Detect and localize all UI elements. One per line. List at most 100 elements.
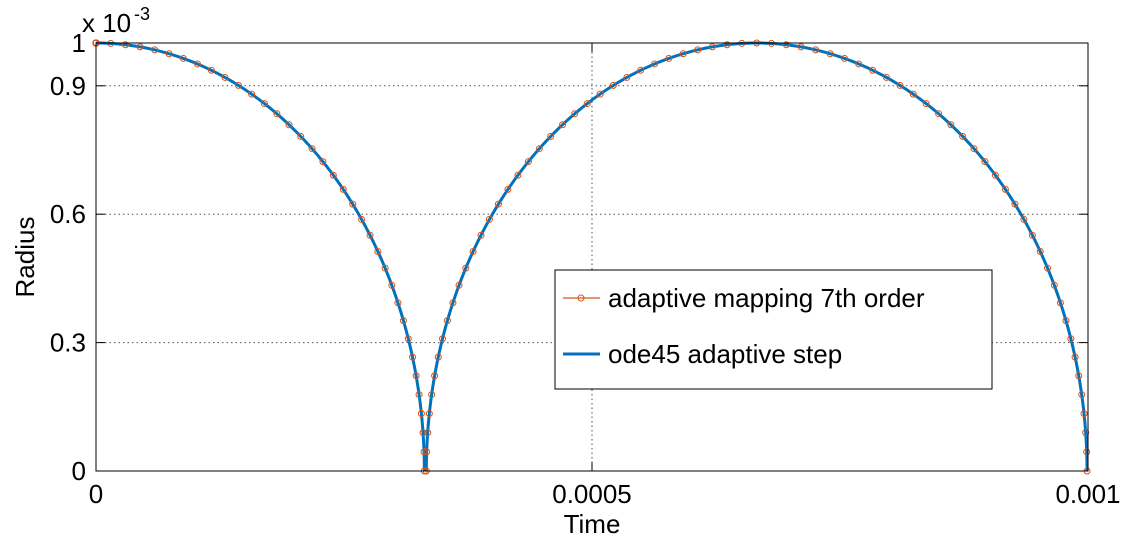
data-point <box>1044 264 1052 272</box>
data-point <box>694 46 702 54</box>
data-point <box>423 448 431 456</box>
data-point <box>883 73 890 81</box>
data-point <box>524 158 532 166</box>
data-point <box>439 335 446 343</box>
data-point <box>922 100 930 108</box>
data-point <box>207 66 215 74</box>
data-point <box>609 81 617 89</box>
data-point <box>1071 353 1079 361</box>
data-point <box>443 317 451 325</box>
data-point <box>412 372 420 380</box>
data-point <box>424 429 432 437</box>
data-point <box>477 231 485 239</box>
data-point <box>404 335 412 343</box>
data-point <box>826 50 834 58</box>
data-point <box>449 299 457 307</box>
data-point <box>623 73 631 81</box>
data-point <box>417 410 425 418</box>
data-point <box>297 132 305 140</box>
data-point <box>349 200 357 208</box>
data-point <box>841 54 849 62</box>
data-point <box>571 110 579 118</box>
x-tick-label: 0 <box>89 479 103 509</box>
data-point <box>151 46 159 54</box>
data-point <box>812 46 820 54</box>
data-point <box>431 372 439 380</box>
data-point <box>455 281 463 289</box>
legend-box <box>554 269 993 390</box>
data-point <box>514 171 522 179</box>
data-point <box>991 171 999 179</box>
data-point <box>1001 185 1009 193</box>
data-point <box>1078 391 1086 399</box>
legend-label-ode45: ode45 adaptive step <box>608 339 842 369</box>
data-point <box>1075 372 1083 380</box>
y-tick-label: 0.6 <box>50 199 86 229</box>
x-tick-label: 0.0005 <box>552 479 632 509</box>
data-point <box>366 231 374 239</box>
data-point <box>273 110 281 118</box>
data-point <box>234 81 242 89</box>
legend: adaptive mapping 7th order ode45 adaptiv… <box>554 269 993 390</box>
data-point <box>1050 281 1058 289</box>
ticks <box>95 42 1089 472</box>
data-point <box>248 90 256 98</box>
data-point <box>415 391 423 399</box>
data-point <box>381 264 389 272</box>
data-point <box>981 158 989 166</box>
data-point <box>1082 429 1090 437</box>
legend-marker-adaptive-mapping <box>577 294 585 302</box>
data-point <box>462 264 470 272</box>
data-point <box>1083 448 1091 456</box>
data-point <box>1062 317 1070 325</box>
data-point <box>583 100 591 108</box>
data-point <box>1011 200 1019 208</box>
data-point <box>559 121 567 129</box>
data-point <box>970 145 978 153</box>
data-point <box>388 281 396 289</box>
data-point <box>1067 335 1075 343</box>
data-point <box>136 43 144 51</box>
data-point <box>1020 215 1028 223</box>
data-point <box>329 171 337 179</box>
y-tick-label: 0.9 <box>50 71 86 101</box>
x-tick-label: 0.001 <box>1055 479 1120 509</box>
data-point <box>434 353 442 361</box>
y-tick-label: 0 <box>72 456 86 486</box>
data-point <box>959 132 967 140</box>
data-point <box>285 121 293 129</box>
data-point <box>485 215 493 223</box>
data-point <box>1036 247 1044 255</box>
data-point <box>319 158 327 166</box>
data-point <box>782 41 790 49</box>
data-point <box>193 60 201 68</box>
data-point <box>504 185 512 193</box>
data-point <box>399 317 407 325</box>
y-tick-label: 0.3 <box>50 328 86 358</box>
x-axis-label: Time <box>564 509 621 539</box>
data-point <box>339 185 347 193</box>
y-scale-base: x 10 <box>82 8 131 38</box>
data-point <box>420 448 428 456</box>
data-point <box>469 247 477 255</box>
data-point <box>665 54 673 62</box>
y-scale-exponent: -3 <box>134 4 150 24</box>
data-point <box>428 391 436 399</box>
data-point <box>947 121 955 129</box>
data-point <box>535 145 543 153</box>
data-point <box>909 90 917 98</box>
data-point <box>308 145 316 153</box>
data-point <box>547 132 555 140</box>
data-point <box>935 110 943 118</box>
data-point <box>165 50 173 58</box>
data-point <box>419 429 427 437</box>
data-point <box>260 100 268 108</box>
data-point <box>896 81 904 89</box>
data-point <box>1056 299 1064 307</box>
data-point <box>797 43 805 51</box>
data-point <box>494 200 502 208</box>
data-point <box>358 215 366 223</box>
data-point <box>221 73 229 81</box>
data-point <box>855 60 863 68</box>
data-point <box>596 90 604 98</box>
